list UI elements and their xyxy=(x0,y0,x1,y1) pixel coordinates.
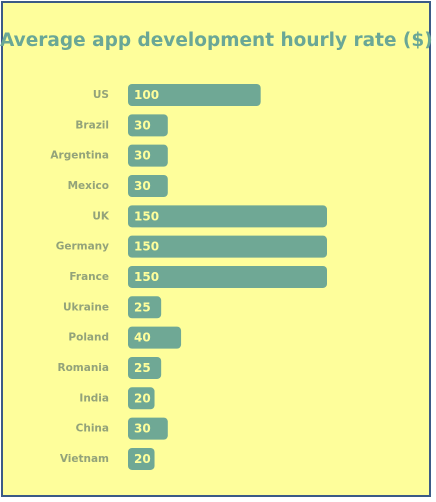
category-label-us: US xyxy=(93,89,109,101)
bar-ukraine xyxy=(128,296,162,319)
category-label-argentina: Argentina xyxy=(50,150,109,162)
category-label-romania: Romania xyxy=(58,362,110,374)
category-label-germany: Germany xyxy=(56,241,109,253)
bar-vietnam xyxy=(128,447,155,470)
bar-france xyxy=(128,265,327,288)
value-label-uk: 150 xyxy=(134,209,159,223)
value-label-france: 150 xyxy=(134,270,159,284)
bar-mexico xyxy=(128,174,168,197)
bar-argentina xyxy=(128,144,168,167)
value-label-ukraine: 25 xyxy=(134,300,151,314)
bar-india xyxy=(128,387,155,410)
value-label-china: 30 xyxy=(134,422,151,436)
bar-poland xyxy=(128,326,182,349)
category-label-mexico: Mexico xyxy=(68,180,109,192)
category-label-ukraine: Ukraine xyxy=(63,301,109,313)
bar-china xyxy=(128,417,168,440)
category-label-vietnam: Vietnam xyxy=(60,453,109,465)
category-label-uk: UK xyxy=(92,210,110,222)
bar-brazil xyxy=(128,114,168,137)
value-label-germany: 150 xyxy=(134,240,159,254)
category-label-poland: Poland xyxy=(68,332,109,344)
value-label-romania: 25 xyxy=(134,361,151,375)
value-label-poland: 40 xyxy=(134,331,151,345)
value-label-brazil: 30 xyxy=(134,118,151,132)
value-label-vietnam: 20 xyxy=(134,452,151,466)
bar-germany xyxy=(128,235,327,258)
value-label-india: 20 xyxy=(134,391,151,405)
value-label-us: 100 xyxy=(134,88,159,102)
category-label-brazil: Brazil xyxy=(75,119,109,131)
bar-uk xyxy=(128,205,327,228)
category-label-china: China xyxy=(76,423,109,435)
bar-romania xyxy=(128,356,162,379)
chart-title: Average app development hourly rate ($) xyxy=(0,30,433,51)
category-label-india: India xyxy=(79,392,109,404)
value-label-argentina: 30 xyxy=(134,149,151,163)
value-label-mexico: 30 xyxy=(134,179,151,193)
category-label-france: France xyxy=(69,271,109,283)
bar-us xyxy=(128,84,261,106)
